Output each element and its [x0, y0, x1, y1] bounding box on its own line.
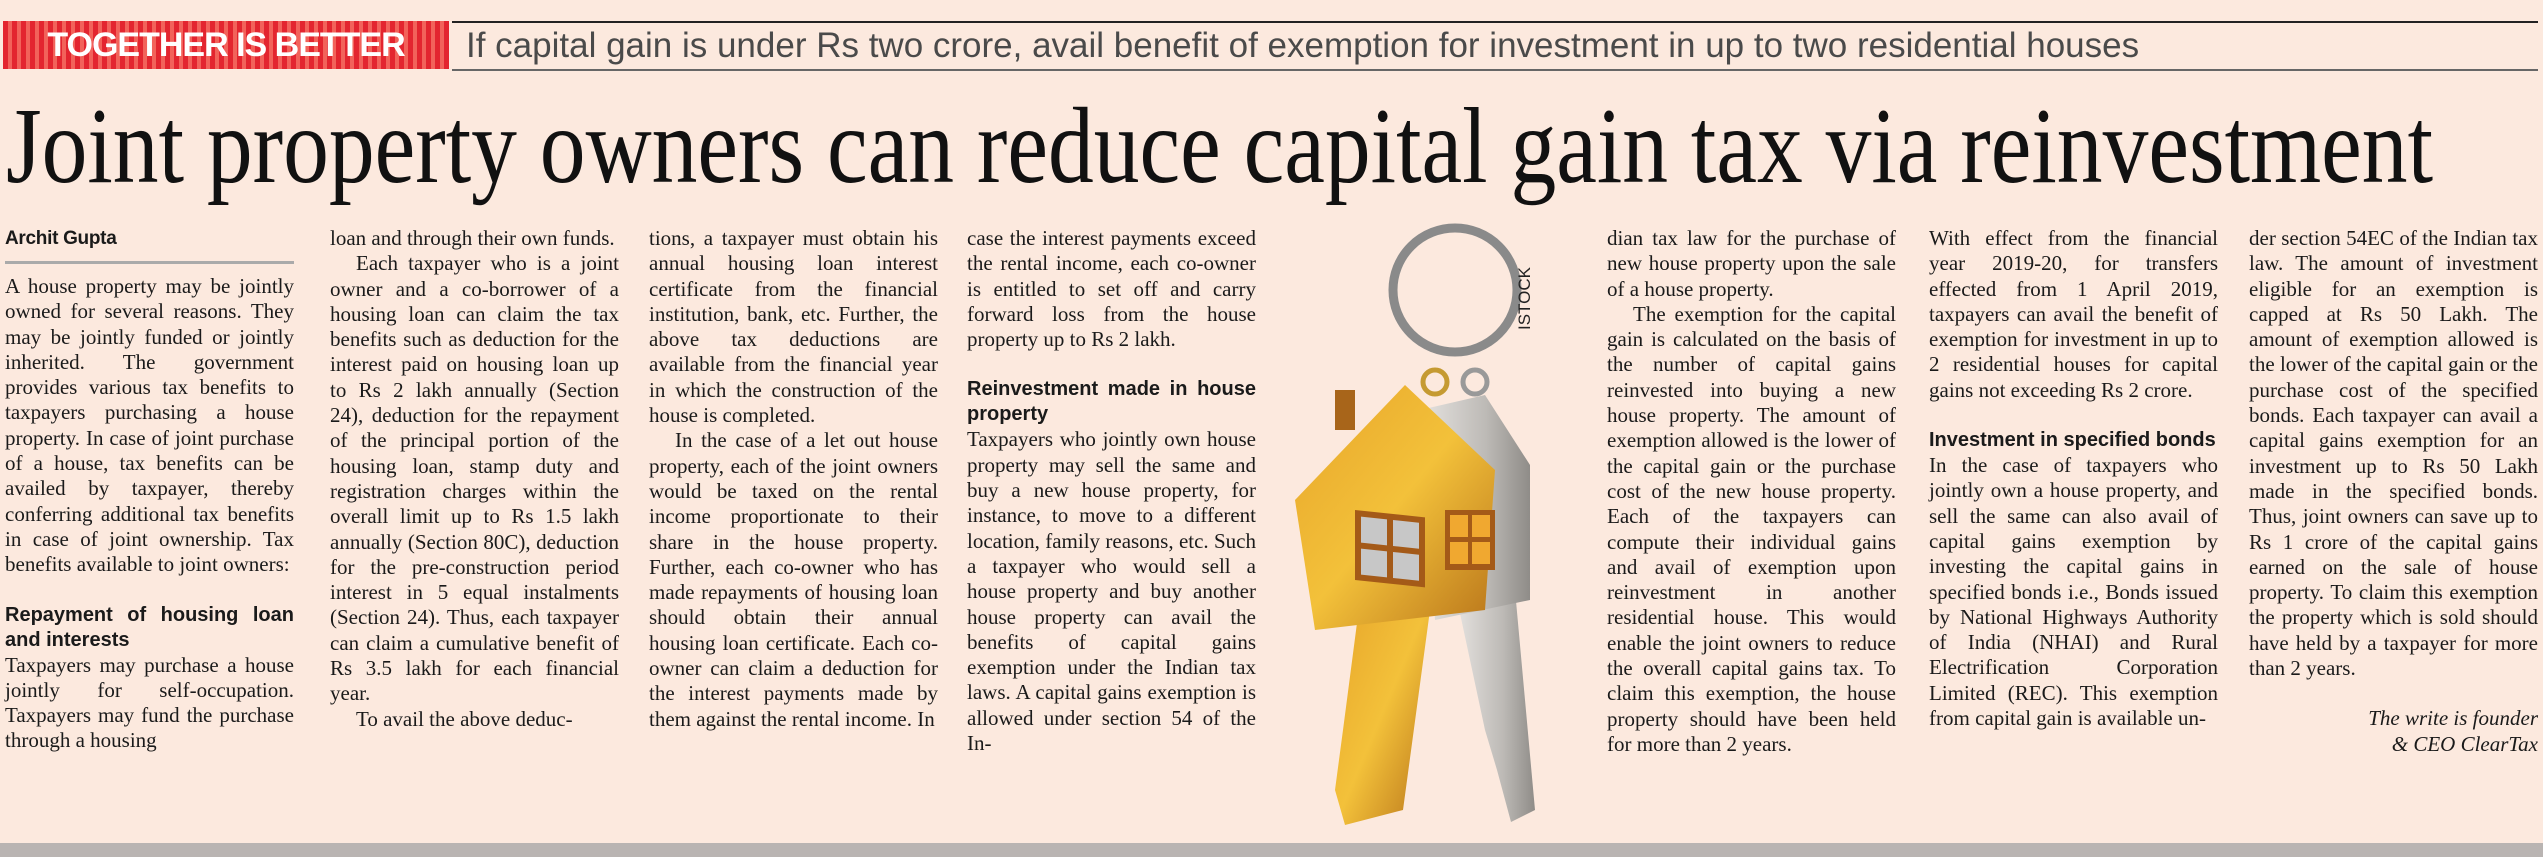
column-3: tions, a taxpayer must obtain his annual… [649, 226, 938, 732]
gold-key [1335, 600, 1430, 825]
house-keys-illustration [1295, 223, 1535, 825]
author-note-line: The write is founder [2368, 706, 2538, 731]
column-7: der section 54EC of the Indian tax law. … [2249, 226, 2538, 757]
column-4: case the interest payments exceed the re… [967, 226, 1256, 756]
column-5: dian tax law for the purchase of new hou… [1607, 226, 1896, 757]
photo-credit: ISTOCK [1515, 267, 1534, 330]
headline: Joint property owners can reduce capital… [6, 87, 2433, 206]
page-bottom-border [0, 843, 2543, 857]
paragraph: Taxpayers may purchase a house jointly f… [5, 652, 294, 753]
paragraph: With effect from the financial year 2019… [1929, 226, 2218, 402]
paragraph: A house property may be jointly owned fo… [5, 274, 294, 577]
column-6: With effect from the financial year 2019… [1929, 226, 2218, 731]
strapline: If capital gain is under Rs two crore, a… [452, 21, 2538, 71]
author-note-line: & CEO ClearTax [2391, 731, 2538, 756]
paragraph: Each taxpayer who is a joint owner and a… [330, 251, 619, 706]
keys-photo [1285, 210, 1585, 840]
author-note: The write is founder & CEO ClearTax [2249, 706, 2538, 757]
column-1: Archit Gupta A house property may be joi… [5, 226, 294, 754]
paragraph: In the case of taxpayers who jointly own… [1929, 453, 2218, 731]
paragraph: tions, a taxpayer must obtain his annual… [649, 226, 938, 428]
paragraph: der section 54EC of the Indian tax law. … [2249, 226, 2538, 681]
section-strap: TOGETHER IS BETTER If capital gain is un… [3, 21, 2538, 71]
byline: Archit Gupta [5, 226, 294, 264]
paragraph: loan and through their own funds. [330, 226, 615, 250]
silver-key [1455, 590, 1535, 822]
key-ring [1388, 223, 1522, 357]
subheading: Reinvestment made in house property [967, 378, 1256, 426]
paragraph: dian tax law for the purchase of new hou… [1607, 226, 1896, 301]
subheading: Investment in specified bonds [1929, 429, 2216, 452]
paragraph: In the case of a let out house property,… [649, 428, 938, 731]
subheading: Repayment of housing loan and interests [5, 603, 294, 651]
paragraph: case the interest payments exceed the re… [967, 226, 1256, 352]
paragraph: To avail the above deduc- [356, 706, 573, 731]
kicker-label: TOGETHER IS BETTER [3, 21, 449, 69]
paragraph: Taxpayers who jointly own house property… [967, 427, 1256, 756]
column-2: loan and through their own funds. Each t… [330, 226, 619, 732]
paragraph: The exemption for the capital gain is ca… [1607, 301, 1896, 756]
window [1355, 509, 1425, 588]
